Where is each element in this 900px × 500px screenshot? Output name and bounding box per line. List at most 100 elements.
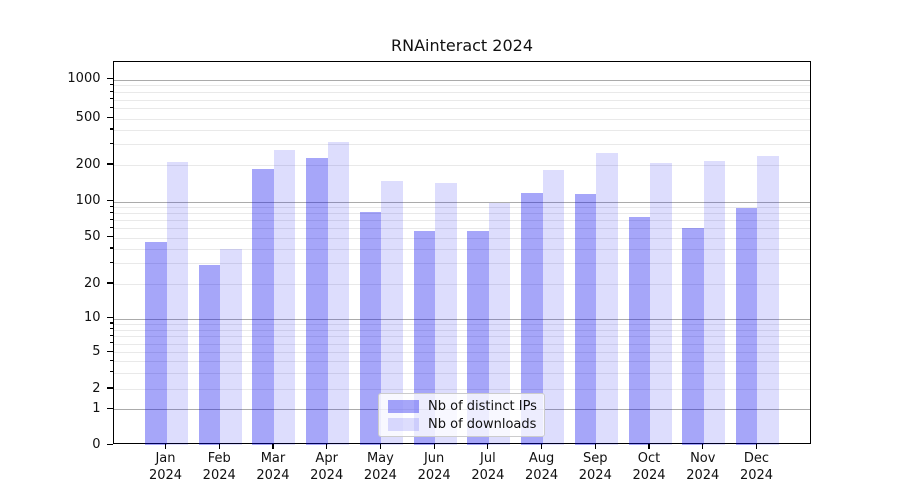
y-minor-tick-mark bbox=[109, 236, 113, 238]
y-minor-tick-mark bbox=[109, 218, 113, 220]
y-minor-tick-mark bbox=[109, 90, 113, 92]
x-tick-label: Mar 2024 bbox=[256, 451, 290, 484]
y-tick-label: 100 bbox=[75, 193, 101, 209]
y-tick-label: 50 bbox=[83, 229, 101, 244]
x-tick-label: Oct 2024 bbox=[632, 451, 666, 484]
bar-nb-of-distinct-ips-may bbox=[359, 211, 382, 446]
y-tick-mark bbox=[106, 407, 113, 409]
x-tick-mark bbox=[218, 444, 220, 449]
y-tick-mark bbox=[106, 200, 113, 202]
minor-gridline bbox=[114, 284, 810, 285]
bar-nb-of-distinct-ips-jun bbox=[413, 230, 436, 446]
x-tick-mark bbox=[433, 444, 435, 449]
bar-nb-of-downloads-jun bbox=[435, 183, 457, 446]
minor-gridline bbox=[114, 118, 810, 120]
y-tick-label: 10 bbox=[83, 310, 101, 326]
y-minor-tick-mark bbox=[109, 117, 113, 119]
plot-area bbox=[113, 61, 811, 446]
x-tick-label: Jul 2024 bbox=[471, 451, 505, 484]
minor-gridline bbox=[114, 213, 810, 215]
y-tick-label: 200 bbox=[75, 156, 101, 172]
y-tick-label: 1 bbox=[92, 400, 101, 416]
x-tick-mark bbox=[272, 444, 274, 449]
bar-nb-of-distinct-ips-feb bbox=[198, 265, 221, 446]
minor-gridline bbox=[114, 336, 810, 338]
bar-nb-of-downloads-sep bbox=[596, 153, 618, 446]
x-tick-mark bbox=[326, 444, 328, 449]
legend-swatch-downloads bbox=[388, 417, 419, 431]
y-minor-tick-mark bbox=[109, 98, 113, 100]
bar-nb-of-downloads-jul bbox=[488, 202, 511, 446]
x-tick-mark bbox=[755, 444, 758, 449]
x-tick-label: Nov 2024 bbox=[686, 451, 720, 484]
minor-gridline bbox=[114, 228, 810, 230]
x-tick-label: Apr 2024 bbox=[310, 451, 344, 484]
y-minor-tick-mark bbox=[109, 371, 113, 373]
major-gridline bbox=[114, 201, 810, 203]
x-tick-mark bbox=[702, 444, 704, 449]
y-tick-label: 20 bbox=[83, 275, 101, 291]
y-minor-tick-mark bbox=[109, 226, 113, 228]
minor-gridline bbox=[114, 263, 810, 265]
bar-nb-of-distinct-ips-oct bbox=[628, 216, 651, 446]
y-minor-tick-mark bbox=[109, 247, 113, 249]
minor-gridline bbox=[114, 361, 810, 363]
legend: Nb of distinct IPs Nb of downloads bbox=[378, 393, 545, 437]
y-minor-tick-mark bbox=[109, 211, 113, 213]
x-tick-label: Aug 2024 bbox=[525, 451, 559, 484]
bar-nb-of-distinct-ips-mar bbox=[252, 168, 274, 446]
minor-gridline bbox=[114, 220, 810, 222]
minor-gridline bbox=[114, 329, 810, 331]
y-tick-label: 5 bbox=[92, 343, 101, 359]
y-minor-tick-mark bbox=[109, 342, 113, 344]
minor-gridline bbox=[114, 248, 810, 250]
bar-nb-of-downloads-feb bbox=[220, 248, 242, 446]
y-tick-mark bbox=[106, 77, 113, 80]
x-tick-label: Jan 2024 bbox=[148, 451, 183, 484]
bar-nb-of-distinct-ips-jul bbox=[467, 230, 489, 446]
bar-nb-of-distinct-ips-dec bbox=[735, 207, 758, 446]
y-minor-tick-mark bbox=[109, 322, 113, 324]
minor-gridline bbox=[114, 92, 810, 94]
bar-nb-of-downloads-aug bbox=[542, 169, 565, 446]
y-minor-tick-mark bbox=[109, 205, 113, 207]
bar-nb-of-downloads-mar bbox=[273, 149, 296, 446]
minor-gridline bbox=[114, 85, 810, 87]
bar-nb-of-distinct-ips-jan bbox=[145, 241, 167, 446]
minor-gridline bbox=[114, 165, 810, 166]
minor-gridline bbox=[114, 144, 810, 146]
x-tick-mark bbox=[379, 444, 381, 449]
bar-nb-of-distinct-ips-nov bbox=[682, 228, 704, 446]
x-tick-mark bbox=[594, 444, 596, 449]
x-tick-mark bbox=[487, 444, 489, 449]
bar-nb-of-distinct-ips-sep bbox=[574, 194, 597, 446]
legend-swatch-distinct-ips bbox=[388, 399, 419, 413]
y-tick-mark bbox=[106, 443, 113, 445]
y-minor-tick-mark bbox=[109, 261, 113, 264]
y-tick-label: 0 bbox=[92, 436, 101, 452]
minor-gridline bbox=[114, 323, 810, 325]
x-tick-label: Feb 2024 bbox=[202, 451, 236, 484]
minor-gridline bbox=[114, 343, 810, 345]
bar-nb-of-downloads-dec bbox=[757, 155, 779, 446]
y-minor-tick-mark bbox=[109, 387, 113, 389]
y-tick-label: 2 bbox=[92, 380, 101, 396]
y-tick-mark bbox=[106, 317, 113, 319]
y-minor-tick-mark bbox=[109, 83, 113, 86]
bar-nb-of-distinct-ips-aug bbox=[521, 192, 543, 446]
legend-label: Nb of downloads bbox=[428, 416, 537, 432]
legend-item-distinct-ips: Nb of distinct IPs bbox=[388, 399, 544, 414]
minor-gridline bbox=[114, 372, 810, 374]
x-tick-label: Dec 2024 bbox=[739, 451, 774, 484]
legend-item-downloads: Nb of downloads bbox=[388, 417, 544, 432]
x-tick-mark bbox=[540, 444, 543, 449]
y-minor-tick-mark bbox=[109, 359, 113, 361]
chart-title: RNAinteract 2024 bbox=[391, 36, 533, 55]
x-tick-mark bbox=[164, 444, 167, 449]
bar-nb-of-downloads-may bbox=[381, 180, 403, 446]
legend-label: Nb of distinct IPs bbox=[428, 398, 537, 414]
y-minor-tick-mark bbox=[109, 106, 113, 108]
y-minor-tick-mark bbox=[109, 328, 113, 330]
y-minor-tick-mark bbox=[109, 142, 113, 145]
